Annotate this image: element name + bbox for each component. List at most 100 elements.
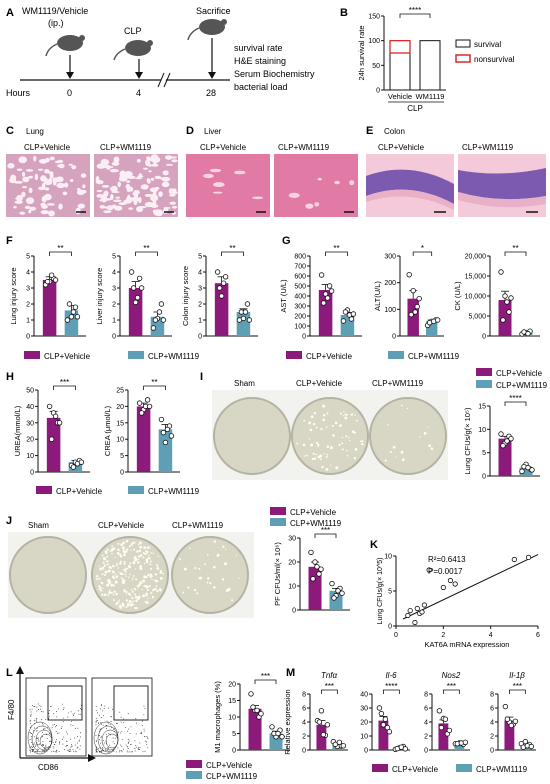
significance-label: *: [421, 244, 424, 253]
colony: [150, 567, 153, 570]
colony: [98, 588, 101, 591]
alveolus: [22, 176, 30, 183]
event-dot: [46, 737, 48, 739]
alveolus: [33, 155, 37, 162]
event-dot: [30, 711, 32, 713]
event-dot: [43, 728, 44, 730]
colony: [310, 415, 314, 419]
colony: [135, 599, 138, 603]
colony: [134, 558, 137, 562]
alveolus: [28, 187, 33, 194]
event-dot: [37, 738, 39, 739]
colony: [149, 573, 152, 576]
colony: [129, 594, 132, 597]
data-point: [335, 588, 341, 594]
alveolus: [143, 167, 148, 170]
event-dot: [61, 726, 63, 728]
event-dot: [102, 747, 104, 749]
event-dot: [144, 751, 146, 753]
colony: [401, 458, 405, 462]
colony: [313, 457, 317, 460]
colony: [196, 592, 199, 595]
data-point: [168, 433, 175, 439]
plate-label-vehicle: CLP+Vehicle: [296, 379, 343, 388]
alveolus: [82, 184, 86, 189]
alt-chart: 0 100 200 300 ALT(U/L) *: [373, 244, 444, 341]
data-point: [462, 739, 469, 745]
colony: [121, 577, 124, 580]
event-dot: [48, 716, 50, 718]
bar-vehicle: [136, 406, 151, 472]
colony: [125, 575, 128, 578]
event-dot: [30, 713, 32, 715]
alveolus: [75, 207, 81, 215]
data-point: [436, 708, 443, 714]
event-dot: [34, 706, 36, 707]
event-dot: [139, 746, 141, 748]
bar-vehicle: [438, 723, 449, 750]
event-dot: [105, 750, 107, 752]
legend-nonsurvival: nonsurvival: [474, 55, 515, 64]
x-tick-label: 2: [441, 632, 445, 639]
event-dot: [55, 741, 57, 743]
data-point: [350, 311, 357, 317]
legend-f: CLP+Vehicle CLP+WM1119: [24, 351, 200, 361]
colony: [122, 549, 125, 553]
event-dot: [50, 706, 52, 708]
data-point: [70, 464, 77, 470]
colony: [147, 556, 151, 560]
event-dot: [41, 736, 43, 737]
data-point: [72, 304, 79, 310]
colony: [182, 591, 185, 594]
event-dot: [108, 733, 110, 735]
colony: [101, 573, 104, 576]
y-tick-label: 200: [294, 314, 306, 321]
colony: [154, 573, 158, 576]
alveolus: [43, 193, 52, 201]
colony: [204, 563, 207, 566]
colony: [350, 413, 354, 416]
data-point: [504, 299, 510, 305]
colony: [133, 556, 137, 559]
significance-label: ***: [60, 378, 69, 387]
alveolus: [152, 199, 157, 205]
event-dot: [127, 748, 129, 750]
colony: [122, 541, 125, 545]
data-point: [320, 731, 327, 738]
colony: [345, 435, 348, 438]
flow-plot-vehicle: [25, 677, 87, 757]
colony: [143, 579, 145, 581]
colony: [231, 599, 234, 602]
alveolus: [81, 189, 87, 194]
colony: [322, 418, 326, 422]
alveolus: [80, 173, 87, 178]
y-tick-label: 6: [490, 706, 494, 713]
data-point: [146, 403, 153, 410]
colony: [112, 585, 115, 587]
colony: [296, 442, 298, 445]
event-dot: [100, 704, 102, 706]
colony: [189, 547, 191, 549]
lung-group-2: CLP+WM1119: [100, 143, 152, 152]
data-point: [522, 738, 529, 745]
alveolus: [101, 185, 110, 188]
alveolus: [147, 179, 151, 184]
event-dot: [30, 751, 31, 753]
event-dot: [70, 738, 72, 740]
colony: [311, 457, 315, 461]
event-dot: [67, 712, 69, 714]
event-dot: [59, 742, 61, 743]
data-point: [329, 580, 335, 587]
event-dot: [101, 750, 102, 752]
colony: [312, 422, 316, 426]
data-point: [258, 711, 264, 717]
colony: [145, 594, 148, 597]
y-tick-label: 30: [360, 706, 368, 713]
y-tick-label: 20: [26, 437, 34, 444]
colony: [107, 581, 111, 585]
event-dot: [74, 737, 76, 739]
colony: [117, 567, 120, 569]
y-axis-label: M1 macrophages (%): [213, 681, 222, 753]
colony: [109, 550, 112, 553]
tick-28: 28: [206, 88, 216, 98]
